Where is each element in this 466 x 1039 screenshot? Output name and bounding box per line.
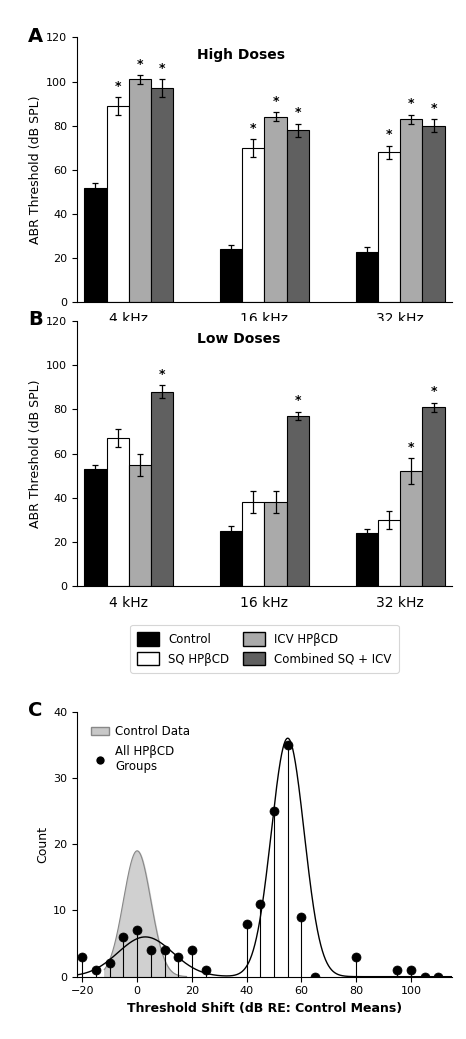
Text: *: * bbox=[250, 122, 257, 134]
Text: *: * bbox=[408, 441, 415, 453]
Text: Low Doses: Low Doses bbox=[197, 331, 281, 346]
Text: *: * bbox=[408, 98, 415, 110]
Text: B: B bbox=[28, 311, 43, 329]
Bar bbox=[107, 106, 129, 302]
Bar bbox=[107, 438, 129, 586]
Bar bbox=[422, 407, 445, 586]
Bar bbox=[129, 464, 151, 586]
Bar bbox=[265, 502, 287, 586]
Bar bbox=[356, 251, 378, 302]
X-axis label: Threshold Shift (dB RE: Control Means): Threshold Shift (dB RE: Control Means) bbox=[127, 1002, 402, 1015]
Legend: Control Data, All HPβCD
Groups: Control Data, All HPβCD Groups bbox=[87, 720, 195, 778]
Text: *: * bbox=[386, 128, 392, 141]
Bar bbox=[151, 392, 173, 586]
Bar bbox=[287, 130, 309, 302]
Y-axis label: ABR Threshold (dB SPL): ABR Threshold (dB SPL) bbox=[29, 96, 42, 244]
Bar bbox=[220, 249, 242, 302]
Legend: Control, SQ HPβCD, ICV HPβCD, Combined SQ + ICV: Control, SQ HPβCD, ICV HPβCD, Combined S… bbox=[130, 625, 398, 672]
Text: *: * bbox=[295, 106, 301, 119]
Bar bbox=[242, 148, 265, 302]
Bar bbox=[151, 88, 173, 302]
Text: *: * bbox=[159, 62, 165, 75]
Bar bbox=[242, 502, 265, 586]
Text: High Doses: High Doses bbox=[197, 48, 285, 62]
Text: *: * bbox=[295, 394, 301, 407]
Bar bbox=[129, 79, 151, 302]
Bar bbox=[422, 126, 445, 302]
Y-axis label: Count: Count bbox=[36, 826, 49, 862]
Bar bbox=[378, 152, 400, 302]
Text: A: A bbox=[28, 27, 43, 46]
Y-axis label: ABR Threshold (dB SPL): ABR Threshold (dB SPL) bbox=[29, 379, 42, 528]
Bar bbox=[400, 471, 422, 586]
Bar bbox=[84, 187, 107, 302]
Text: *: * bbox=[114, 80, 121, 92]
Bar bbox=[356, 533, 378, 586]
Bar bbox=[84, 469, 107, 586]
Bar bbox=[265, 116, 287, 302]
Text: C: C bbox=[28, 701, 42, 720]
Bar bbox=[378, 520, 400, 586]
Bar bbox=[220, 531, 242, 586]
Text: *: * bbox=[272, 95, 279, 108]
Text: *: * bbox=[137, 57, 143, 71]
Text: *: * bbox=[430, 102, 437, 114]
Bar bbox=[287, 416, 309, 586]
Bar bbox=[400, 119, 422, 302]
Text: *: * bbox=[430, 385, 437, 398]
Text: *: * bbox=[159, 368, 165, 380]
